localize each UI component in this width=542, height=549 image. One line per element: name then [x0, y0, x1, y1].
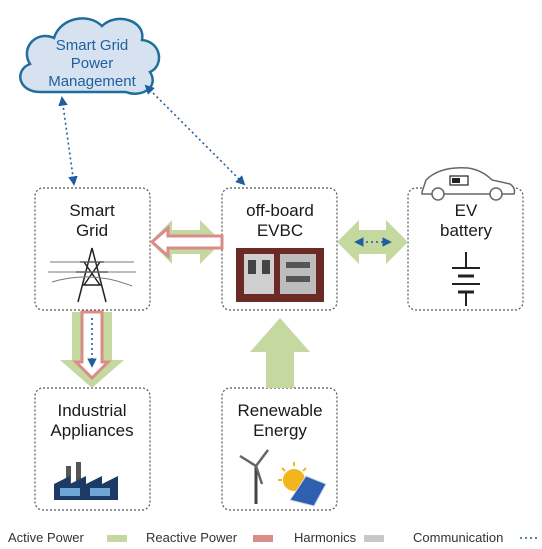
legend-label: Reactive Power	[146, 530, 238, 545]
node-label: battery	[440, 221, 492, 240]
legend-label: Communication	[413, 530, 503, 545]
legend-swatch	[107, 535, 127, 542]
cloud: Smart Grid Power Management	[20, 18, 159, 93]
cloud-label: Smart Grid	[56, 37, 129, 54]
node-label: Smart	[69, 201, 115, 220]
active-power-arrow	[250, 318, 310, 388]
legend-label: Active Power	[8, 530, 85, 545]
node-label: off-board	[246, 201, 314, 220]
node-label: Energy	[253, 421, 307, 440]
node-label: Grid	[76, 221, 108, 240]
legend-swatch	[364, 535, 384, 542]
comm-link	[62, 98, 74, 184]
diagram: Smart Grid Power Management Smart Grid o…	[0, 0, 542, 549]
cloud-label: Management	[48, 73, 136, 90]
legend: Active Power Reactive Power Harmonics Co…	[8, 530, 540, 545]
cloud-label: Power	[71, 55, 114, 72]
legend-swatch	[253, 535, 273, 542]
node-label: Renewable	[237, 401, 322, 420]
legend-label: Harmonics	[294, 530, 357, 545]
node-label: Appliances	[50, 421, 133, 440]
node-label: EVBC	[257, 221, 303, 240]
node-label: Industrial	[58, 401, 127, 420]
evbc-photo	[236, 248, 324, 302]
comm-link	[146, 86, 244, 184]
node-label: EV	[455, 201, 478, 220]
